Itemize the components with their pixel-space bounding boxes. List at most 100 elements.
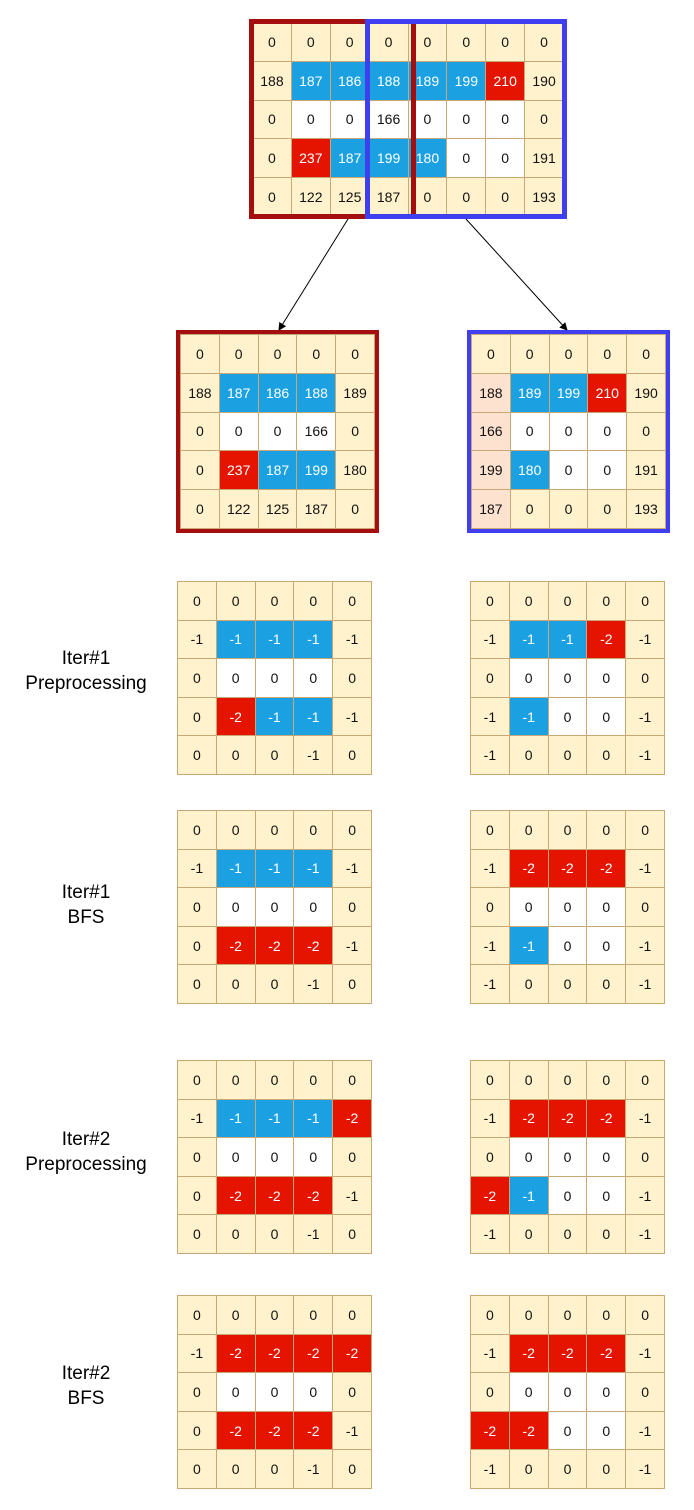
grid-cell: 187 (296, 489, 337, 529)
grid-cell: -1 (625, 964, 665, 1004)
grid-cell: 0 (587, 450, 628, 491)
grid-row: -1 -2 -2 -2 -1 (470, 848, 665, 889)
grid-cell: 0 (329, 99, 370, 140)
grid-cell: -1 (215, 1098, 256, 1139)
grid-cell: 0 (254, 1372, 295, 1412)
grid-cell: 186 (257, 372, 298, 413)
stage-label-line1: Iter#1 (61, 882, 111, 903)
grid-cell: 0 (625, 1137, 665, 1177)
grid-cell: 180 (509, 450, 550, 491)
grid-cell: -2 (508, 1333, 549, 1374)
grid-cell: -2 (215, 696, 256, 737)
grid-cell: -1 (177, 848, 217, 889)
grid-cell: 0 (254, 1295, 295, 1335)
grid-cell: 188 (252, 60, 292, 101)
grid-cell: 0 (180, 450, 220, 491)
grid-cell: -1 (470, 1449, 510, 1489)
arrow-left (278, 218, 349, 331)
grid-cell: 0 (508, 964, 549, 1004)
grid-row: -2 -2 0 0 -1 (470, 1410, 665, 1451)
grid-cell: -2 (547, 848, 588, 889)
grid-row: 0 237 187 199 180 0 0 191 (252, 138, 564, 179)
grid-cell: 0 (509, 489, 550, 529)
grid-cell: 0 (625, 658, 665, 698)
iter1-preprocessing-left-grid: 0 0 0 0 0 -1 -1 -1 -1 -1 0 0 0 0 0 0 -2 -1 -1 -1 0 0 0 -1 0 (177, 581, 372, 775)
grid-cell: 0 (470, 1137, 510, 1177)
grid-cell: -1 (625, 848, 665, 889)
grid-cell: 0 (218, 334, 259, 374)
stage-label-iter1-preprocessing: Iter#1 Preprocessing (0, 646, 172, 696)
grid-cell: -1 (332, 848, 372, 889)
grid-cell: 0 (215, 581, 256, 621)
grid-cell: 0 (254, 1137, 295, 1177)
iter2-preprocessing-right-grid: 0 0 0 0 0 -1 -2 -2 -2 -1 0 0 0 0 0 -2 -1 0 0 -1 -1 0 0 0 -1 (470, 1060, 665, 1254)
grid-cell: -1 (177, 1333, 217, 1374)
grid-cell: 193 (626, 489, 666, 529)
grid-cell: 188 (471, 372, 511, 413)
grid-cell: 0 (547, 887, 588, 927)
grid-row: 0 -2 -1 -1 -1 (177, 696, 372, 737)
grid-cell: 166 (471, 411, 511, 452)
grid-cell: 199 (446, 60, 487, 101)
grid-cell: -1 (293, 1214, 334, 1254)
grid-cell: 0 (177, 1137, 217, 1177)
grid-cell: 0 (254, 887, 295, 927)
grid-cell: -1 (332, 1410, 372, 1451)
stage-label-line2: BFS (67, 907, 105, 928)
grid-cell: -2 (508, 848, 549, 889)
grid-cell: 0 (335, 489, 375, 529)
grid-cell: -2 (215, 1410, 256, 1451)
grid-cell: 0 (293, 658, 334, 698)
grid-cell: 180 (335, 450, 375, 491)
grid-cell: 0 (508, 1295, 549, 1335)
grid-cell: 0 (177, 1449, 217, 1489)
grid-cell: 0 (215, 1214, 256, 1254)
grid-cell: 0 (508, 581, 549, 621)
grid-cell: 189 (407, 60, 448, 101)
grid-row: 188 187 186 188 189 199 210 190 (252, 60, 564, 101)
grid-cell: -1 (625, 1449, 665, 1489)
grid-cell: 0 (180, 334, 220, 374)
grid-cell: -1 (470, 925, 510, 966)
grid-row: 187 0 0 0 193 (471, 489, 666, 529)
grid-cell: -1 (254, 696, 295, 737)
grid-row: -1 -1 0 0 -1 (470, 925, 665, 966)
grid-cell: 122 (290, 177, 331, 217)
grid-cell: -1 (177, 1098, 217, 1139)
stage-label-line2: Preprocessing (25, 1154, 147, 1175)
grid-cell: 0 (470, 581, 510, 621)
grid-cell: 188 (368, 60, 409, 101)
grid-cell: -1 (508, 619, 549, 660)
grid-cell: -2 (293, 1175, 334, 1216)
grid-cell: -1 (547, 619, 588, 660)
grid-cell: 0 (625, 1372, 665, 1412)
grid-cell: 0 (177, 1295, 217, 1335)
grid-cell: 0 (407, 177, 448, 217)
grid-cell: 0 (215, 1449, 256, 1489)
grid-cell: 0 (625, 887, 665, 927)
grid-cell: 0 (254, 810, 295, 850)
grid-cell: 0 (332, 581, 372, 621)
grid-row: 0 0 0 166 0 0 0 0 (252, 99, 564, 140)
split-left-grid: 0 0 0 0 0 188 187 186 188 189 0 0 0 166 0 0 237 187 199 180… (180, 334, 375, 529)
grid-cell: -2 (254, 1175, 295, 1216)
iter1-bfs-right-grid: 0 0 0 0 0 -1 -2 -2 -2 -1 0 0 0 0 0 -1 -1 0 0 -1 -1 0 0 0 -1 (470, 810, 665, 1004)
grid-row: 166 0 0 0 0 (471, 411, 666, 452)
grid-cell: 0 (470, 658, 510, 698)
grid-row: -1 0 0 0 -1 (470, 1214, 665, 1254)
grid-cell: 0 (524, 99, 564, 140)
stage-label-line2: BFS (67, 1388, 105, 1409)
grid-cell: 0 (332, 735, 372, 775)
grid-cell: -2 (293, 925, 334, 966)
grid-cell: 0 (547, 1137, 588, 1177)
grid-cell: 187 (329, 138, 370, 179)
grid-cell: 0 (332, 1449, 372, 1489)
